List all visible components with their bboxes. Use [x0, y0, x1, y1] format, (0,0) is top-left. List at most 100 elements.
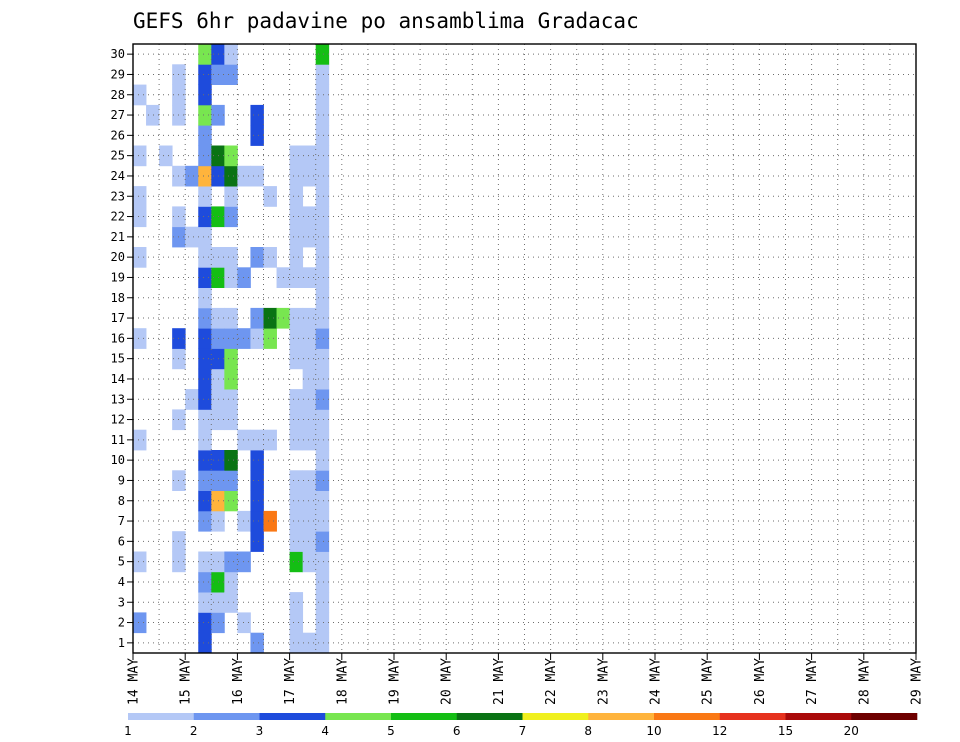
heatmap-cell — [237, 429, 251, 451]
y-tick-label: 10 — [111, 453, 125, 467]
heatmap-cell — [133, 612, 147, 634]
x-tick-label: 22 MAY — [544, 658, 559, 705]
y-tick-label: 13 — [111, 392, 125, 406]
heatmap-cell — [198, 145, 212, 167]
heatmap-cell — [315, 348, 330, 370]
y-tick-label: 6 — [118, 534, 125, 548]
heatmap-cell — [302, 490, 317, 512]
heatmap-cell — [133, 206, 147, 228]
y-tick-label: 1 — [118, 636, 125, 650]
heatmap-cell — [302, 409, 317, 431]
heatmap-cell — [289, 247, 304, 268]
heatmap-cell — [315, 450, 330, 471]
heatmap-cell — [198, 165, 212, 187]
colorbar-label: 3 — [256, 724, 264, 738]
heatmap-cell — [302, 510, 317, 532]
heatmap-cell — [250, 531, 264, 552]
heatmap-cell — [289, 632, 304, 654]
heatmap-cell — [237, 165, 251, 187]
heatmap-cell — [315, 104, 330, 126]
heatmap-cell — [198, 571, 212, 593]
y-tick-label: 2 — [118, 616, 125, 630]
x-tick-label: 20 MAY — [440, 658, 455, 705]
x-tick-label: 25 MAY — [701, 658, 716, 705]
y-tick-label: 18 — [111, 291, 125, 305]
y-tick-label: 14 — [111, 372, 125, 386]
colorbar-label: 12 — [712, 724, 727, 738]
heatmap-cell — [315, 429, 330, 451]
heatmap-cell — [289, 267, 304, 288]
heatmap-cell — [250, 328, 264, 349]
y-tick-label: 23 — [111, 189, 125, 203]
heatmap-cell — [224, 551, 238, 573]
heatmap-cell — [198, 267, 212, 288]
heatmap-cell — [250, 470, 264, 491]
heatmap-cell — [289, 348, 304, 370]
heatmap-cell — [289, 186, 304, 207]
heatmap-cell — [289, 510, 304, 532]
x-tick-label: 16 MAY — [231, 658, 246, 705]
x-tick-label: 23 MAY — [596, 658, 611, 705]
heatmap-cell — [315, 632, 330, 654]
heatmap-cell — [289, 226, 304, 248]
heatmap-cell — [198, 348, 212, 370]
heatmap-cell — [133, 247, 147, 268]
heatmap-cell — [302, 206, 317, 228]
heatmap-cell — [224, 206, 238, 228]
heatmap-cell — [302, 368, 317, 390]
heatmap-cell — [185, 226, 199, 248]
heatmap-cell — [302, 531, 317, 552]
heatmap-cell — [315, 551, 330, 573]
colorbar-label: 20 — [844, 724, 859, 738]
heatmap-cell — [250, 632, 264, 654]
y-tick-label: 24 — [111, 169, 125, 183]
heatmap-cell — [263, 186, 277, 207]
heatmap-cell — [302, 165, 317, 187]
heatmap-cell — [289, 470, 304, 491]
heatmap-cell — [315, 531, 330, 552]
heatmap-cell — [198, 247, 212, 268]
heatmap-cell — [224, 186, 238, 207]
heatmap-cell — [250, 125, 264, 146]
heatmap-cell — [250, 510, 264, 532]
heatmap-cell — [302, 348, 317, 370]
grid-lines — [133, 44, 916, 653]
heatmap-cell — [133, 145, 147, 167]
y-tick-label: 5 — [118, 555, 125, 569]
heatmap-cell — [289, 551, 304, 573]
y-tick-label: 9 — [118, 473, 125, 487]
y-axis: 1234567891011121314151617181920212223242… — [111, 47, 133, 650]
heatmap-cell — [224, 409, 238, 431]
colorbar-swatch — [391, 713, 458, 720]
heatmap-cell — [198, 409, 212, 431]
heatmap-cell — [198, 510, 212, 532]
heatmap-cell — [198, 470, 212, 491]
heatmap-cell — [289, 612, 304, 634]
heatmap-cell — [133, 429, 147, 451]
heatmap-cell — [315, 409, 330, 431]
heatmap-cell — [289, 592, 304, 613]
heatmap-cell — [224, 389, 238, 410]
heatmap-cell — [198, 104, 212, 126]
heatmap-cell — [315, 307, 330, 329]
heatmap-cell — [198, 186, 212, 207]
heatmap-cell — [315, 64, 330, 85]
heatmap-cell — [289, 409, 304, 431]
colorbar-swatch — [259, 713, 326, 720]
chart-title: GEFS 6hr padavine po ansamblima Gradacac — [133, 9, 639, 33]
heatmap-cell — [289, 145, 304, 167]
heatmap-cell — [198, 44, 212, 65]
x-axis: 14 MAY 15 MAY 16 MAY 17 MAY 18 MAY 19 MAY 20 M… — [127, 653, 925, 705]
heatmap-cell — [198, 287, 212, 309]
heatmap-cell — [185, 389, 199, 410]
heatmap-cell — [224, 328, 238, 349]
y-tick-label: 15 — [111, 352, 125, 366]
heatmap-cell — [315, 287, 330, 309]
heatmap-cell — [315, 612, 330, 634]
heatmap-cell — [224, 490, 238, 512]
heatmap-cell — [289, 307, 304, 329]
y-tick-label: 7 — [118, 514, 125, 528]
heatmap-cell — [263, 307, 277, 329]
y-tick-label: 22 — [111, 210, 125, 224]
heatmap-cell — [224, 470, 238, 491]
